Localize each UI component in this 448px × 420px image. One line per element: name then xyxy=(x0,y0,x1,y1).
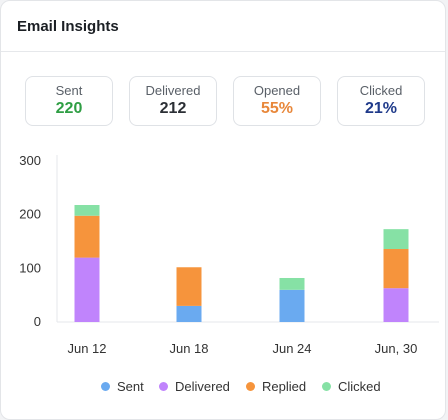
x-tick-label: Jun 24 xyxy=(272,341,311,356)
stat-label: Clicked xyxy=(359,83,403,98)
bar-segment-clicked xyxy=(74,205,100,216)
stat-value: 21% xyxy=(364,100,398,117)
stat-value: 55% xyxy=(260,100,294,117)
stacked-bar-chart: 0 100 200 300 Jun 12 Jun 18 Jun 24 Jun, 30 xyxy=(19,153,439,356)
y-tick-label: 300 xyxy=(19,153,41,168)
stat-opened: Opened 55% xyxy=(233,76,321,126)
bar-segment-replied xyxy=(74,215,100,258)
legend-label: Delivered xyxy=(175,379,230,394)
legend-label: Clicked xyxy=(338,379,381,394)
stat-clicked: Clicked 21% xyxy=(337,76,425,126)
legend-dot-icon xyxy=(246,382,255,391)
card-header: Email Insights xyxy=(1,1,445,52)
chart-legend: Sent Delivered Replied Clicked xyxy=(1,379,445,399)
legend-dot-icon xyxy=(159,382,168,391)
y-tick-label: 0 xyxy=(34,314,41,329)
legend-dot-icon xyxy=(101,382,110,391)
x-tick-label: Jun 12 xyxy=(67,341,106,356)
stat-value: 220 xyxy=(55,100,83,117)
legend-item-clicked[interactable]: Clicked xyxy=(322,379,381,394)
bar-segment-clicked xyxy=(383,229,409,250)
card-title: Email Insights xyxy=(17,17,119,35)
stat-sent: Sent 220 xyxy=(25,76,113,126)
bar-segment-replied xyxy=(176,267,202,306)
stat-value: 212 xyxy=(159,100,187,117)
stat-label: Delivered xyxy=(145,83,201,98)
stat-label: Sent xyxy=(55,83,83,98)
x-tick-label: Jun 18 xyxy=(169,341,208,356)
stats-row: Sent 220 Delivered 212 Opened 55% Clicke… xyxy=(1,76,445,128)
legend-label: Sent xyxy=(117,379,144,394)
bar-segment-replied xyxy=(383,249,409,289)
stat-delivered: Delivered 212 xyxy=(129,76,217,126)
stat-label: Opened xyxy=(253,83,301,98)
bar-segment-delivered xyxy=(383,288,409,322)
y-tick-label: 100 xyxy=(19,260,41,275)
bar-segment-sent xyxy=(279,289,305,322)
y-tick-label: 200 xyxy=(19,207,41,222)
bar-segment-sent xyxy=(176,305,202,322)
bar-segment-clicked xyxy=(279,277,305,290)
legend-item-replied[interactable]: Replied xyxy=(246,379,306,394)
legend-dot-icon xyxy=(322,382,331,391)
legend-item-delivered[interactable]: Delivered xyxy=(159,379,230,394)
x-tick-label: Jun, 30 xyxy=(375,341,418,356)
legend-label: Replied xyxy=(262,379,307,394)
bar-segment-delivered xyxy=(74,257,100,322)
legend-item-sent[interactable]: Sent xyxy=(101,379,144,394)
